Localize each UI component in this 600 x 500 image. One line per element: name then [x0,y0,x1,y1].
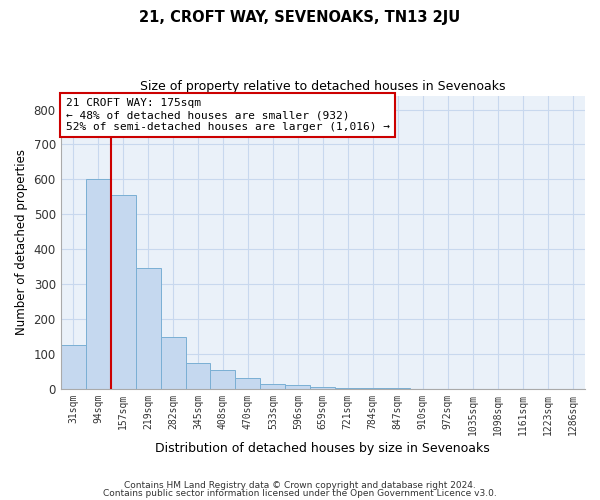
Bar [235,378,260,389]
Bar [136,268,161,389]
Bar [161,336,185,389]
Bar [185,363,211,389]
Bar [335,388,360,389]
Bar [260,384,286,389]
Bar [110,195,136,389]
Text: Contains public sector information licensed under the Open Government Licence v3: Contains public sector information licen… [103,488,497,498]
Text: 21 CROFT WAY: 175sqm
← 48% of detached houses are smaller (932)
52% of semi-deta: 21 CROFT WAY: 175sqm ← 48% of detached h… [66,98,390,132]
X-axis label: Distribution of detached houses by size in Sevenoaks: Distribution of detached houses by size … [155,442,490,455]
Bar [211,370,235,389]
Bar [360,388,385,389]
Text: Contains HM Land Registry data © Crown copyright and database right 2024.: Contains HM Land Registry data © Crown c… [124,481,476,490]
Title: Size of property relative to detached houses in Sevenoaks: Size of property relative to detached ho… [140,80,506,93]
Bar [385,388,410,389]
Bar [61,346,86,389]
Y-axis label: Number of detached properties: Number of detached properties [15,150,28,336]
Text: 21, CROFT WAY, SEVENOAKS, TN13 2JU: 21, CROFT WAY, SEVENOAKS, TN13 2JU [139,10,461,25]
Bar [310,388,335,389]
Bar [286,385,310,389]
Bar [86,180,110,389]
